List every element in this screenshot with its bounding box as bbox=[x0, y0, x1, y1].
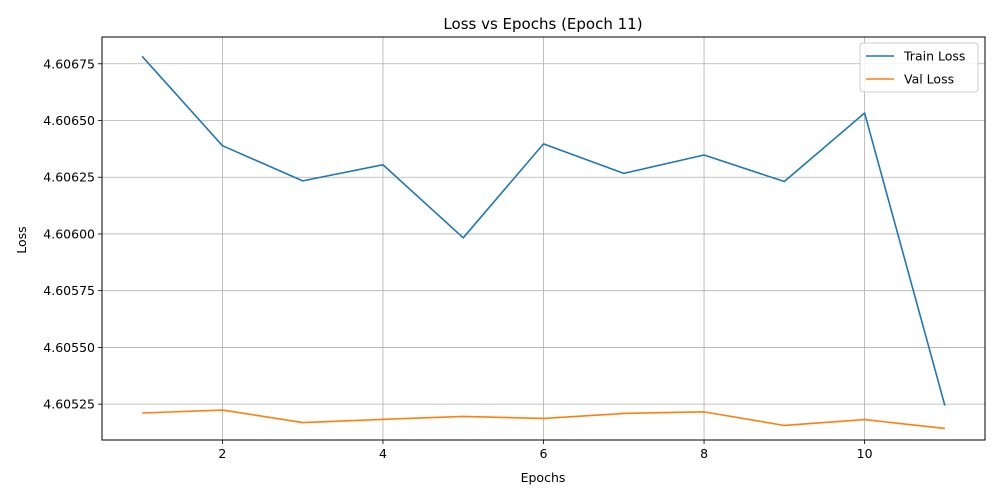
y-axis-title: Loss bbox=[14, 226, 29, 253]
y-tick-label: 4.60675 bbox=[43, 56, 95, 71]
val-loss-line bbox=[142, 409, 945, 430]
series-layer bbox=[141, 55, 946, 430]
y-tick-label: 4.60650 bbox=[43, 113, 95, 128]
grid-layer bbox=[102, 37, 985, 440]
train-loss-line bbox=[141, 55, 946, 406]
legend: Train Loss Val Loss bbox=[859, 42, 979, 93]
tick-layer: 2 4 6 8 10 4.60525 4.60550 4.60575 4.60600 4.6062… bbox=[43, 56, 872, 461]
x-tick-label: 8 bbox=[700, 446, 708, 461]
y-tick-label: 4.60600 bbox=[43, 226, 95, 241]
y-tick-label: 4.60525 bbox=[43, 397, 95, 412]
x-tick-label: 6 bbox=[540, 446, 548, 461]
x-tick-label: 4 bbox=[379, 446, 387, 461]
y-tick-label: 4.60550 bbox=[43, 340, 95, 355]
chart-title: Loss vs Epochs (Epoch 11) bbox=[443, 15, 642, 33]
legend-label-val-loss: Val Loss bbox=[904, 72, 954, 87]
x-tick-label: 10 bbox=[857, 446, 873, 461]
legend-label-train-loss: Train Loss bbox=[903, 49, 965, 64]
x-axis-title: Epochs bbox=[521, 470, 566, 485]
y-tick-label: 4.60625 bbox=[43, 170, 95, 185]
y-tick-label: 4.60575 bbox=[43, 283, 95, 298]
x-tick-label: 2 bbox=[218, 446, 226, 461]
